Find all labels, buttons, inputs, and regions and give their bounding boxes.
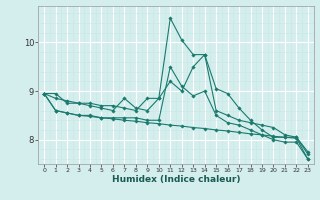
X-axis label: Humidex (Indice chaleur): Humidex (Indice chaleur) xyxy=(112,175,240,184)
